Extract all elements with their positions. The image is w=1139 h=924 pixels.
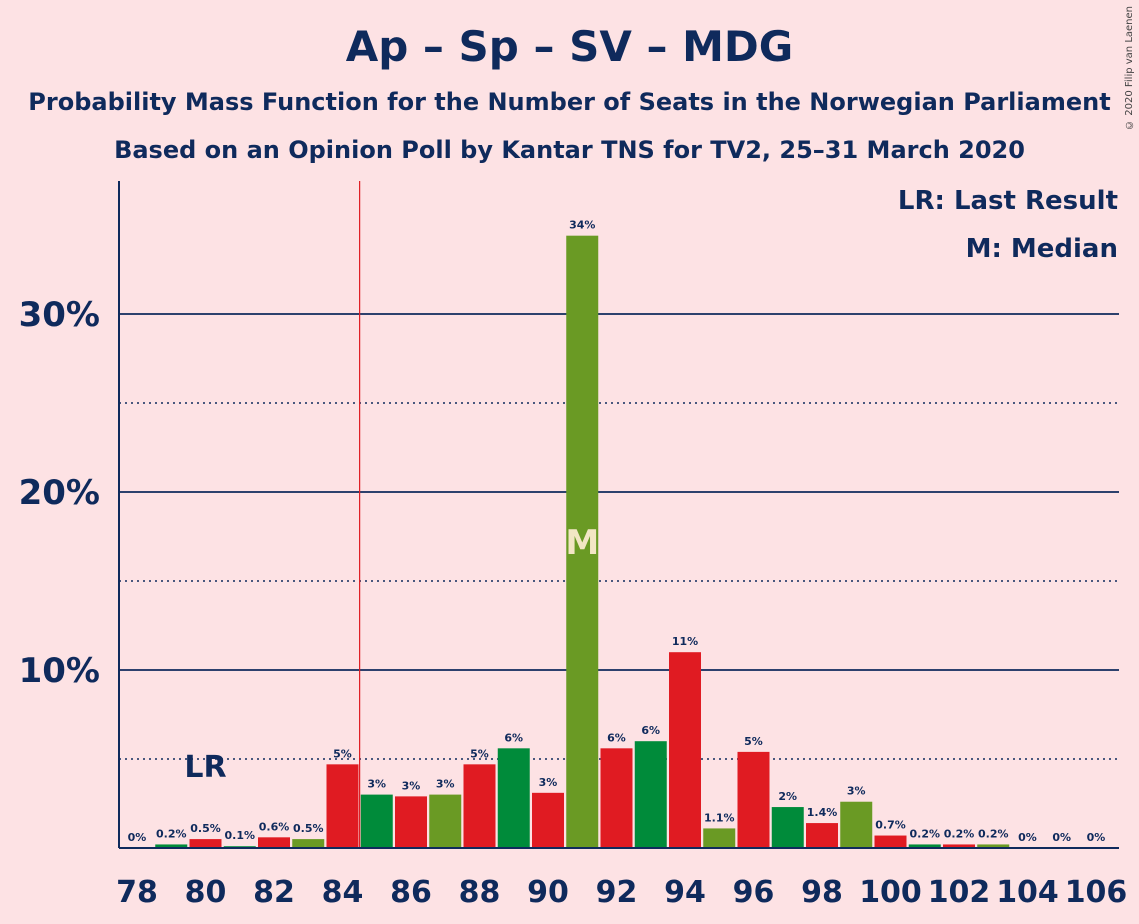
data-label: 3% [402, 779, 421, 792]
bar [292, 839, 325, 848]
x-tick-label: 104 [996, 875, 1059, 910]
x-tick-label: 100 [859, 875, 922, 910]
markers: M LR [184, 523, 599, 785]
bar [463, 764, 496, 848]
x-tick-label: 92 [596, 875, 638, 910]
data-label: 1.4% [807, 806, 838, 819]
y-tick-label: 20% [19, 473, 100, 513]
x-tick-label: 84 [322, 875, 364, 910]
bar [429, 794, 462, 848]
bar [977, 844, 1010, 848]
bar [874, 835, 907, 848]
legend-last-result: LR: Last Result [898, 186, 1118, 216]
bar [566, 235, 599, 848]
data-label: 0.7% [875, 819, 906, 832]
bar [634, 741, 667, 848]
data-label: 0% [128, 831, 147, 844]
y-tick-label: 10% [19, 651, 100, 691]
bar [840, 801, 873, 848]
data-label: 2% [778, 790, 797, 803]
data-label: 0.2% [909, 827, 940, 840]
chart-title: Ap – Sp – SV – MDG [345, 22, 794, 71]
chart-subtitle-2: Based on an Opinion Poll by Kantar TNS f… [114, 136, 1025, 164]
data-label: 3% [367, 778, 386, 791]
bar [703, 828, 736, 848]
data-label: 0.6% [259, 820, 290, 833]
x-tick-label: 94 [664, 875, 706, 910]
data-label: 5% [470, 747, 489, 760]
data-label: 0% [1087, 831, 1106, 844]
bar [771, 807, 804, 848]
data-label: 0.5% [190, 822, 221, 835]
x-tick-label: 90 [527, 875, 569, 910]
bar [600, 748, 633, 848]
data-label: 0.1% [224, 829, 255, 842]
x-tick-label: 86 [390, 875, 432, 910]
data-label: 5% [744, 735, 763, 748]
bar [669, 652, 701, 848]
data-label: 0.2% [978, 827, 1009, 840]
median-marker: M [565, 523, 599, 563]
data-labels: 0% 0.2% 0.5%0.1%0.6% 0.5%5%3% 3% 3%5%6%3%34%6… [128, 219, 1106, 844]
x-tick-label: 106 [1065, 875, 1128, 910]
data-label: 34% [569, 219, 595, 232]
x-tick-label: 102 [928, 875, 991, 910]
chart-subtitle-1: Probability Mass Function for the Number… [28, 88, 1111, 116]
data-label: 0% [1018, 831, 1037, 844]
data-label: 6% [641, 724, 660, 737]
data-label: 0.5% [293, 822, 324, 835]
bar [155, 844, 188, 848]
y-tick-label: 30% [19, 295, 100, 335]
bar [943, 844, 975, 848]
axes: 10% 20% 30% 78 80 82 84 86 88 90 92 94 96 98 100 102 104… [19, 181, 1128, 910]
x-tick-label: 98 [801, 875, 843, 910]
data-label: 3% [539, 776, 558, 789]
data-label: 1.1% [704, 811, 735, 824]
x-tick-label: 88 [459, 875, 501, 910]
bar [326, 764, 359, 848]
bar [532, 792, 564, 848]
data-label: 3% [847, 785, 866, 798]
data-label: 6% [607, 731, 626, 744]
x-tick-label: 78 [116, 875, 158, 910]
data-label: 11% [672, 635, 698, 648]
bar [497, 748, 530, 848]
data-label: 0.2% [156, 827, 187, 840]
bar [737, 751, 770, 848]
bar [360, 794, 393, 848]
bar [908, 844, 941, 848]
bar [189, 839, 222, 848]
x-tick-label: 96 [733, 875, 775, 910]
bar [258, 837, 290, 848]
bar [806, 823, 838, 848]
gridlines [119, 181, 1119, 848]
last-result-marker: LR [184, 750, 226, 785]
data-label: 0.2% [944, 827, 975, 840]
x-tick-label: 80 [185, 875, 227, 910]
bars [155, 235, 1010, 848]
data-label: 5% [333, 747, 352, 760]
bar [395, 796, 427, 848]
data-label: 3% [436, 778, 455, 791]
data-label: 0% [1052, 831, 1071, 844]
data-label: 6% [504, 731, 523, 744]
legend-median: M: Median [966, 234, 1118, 264]
x-tick-label: 82 [253, 875, 295, 910]
